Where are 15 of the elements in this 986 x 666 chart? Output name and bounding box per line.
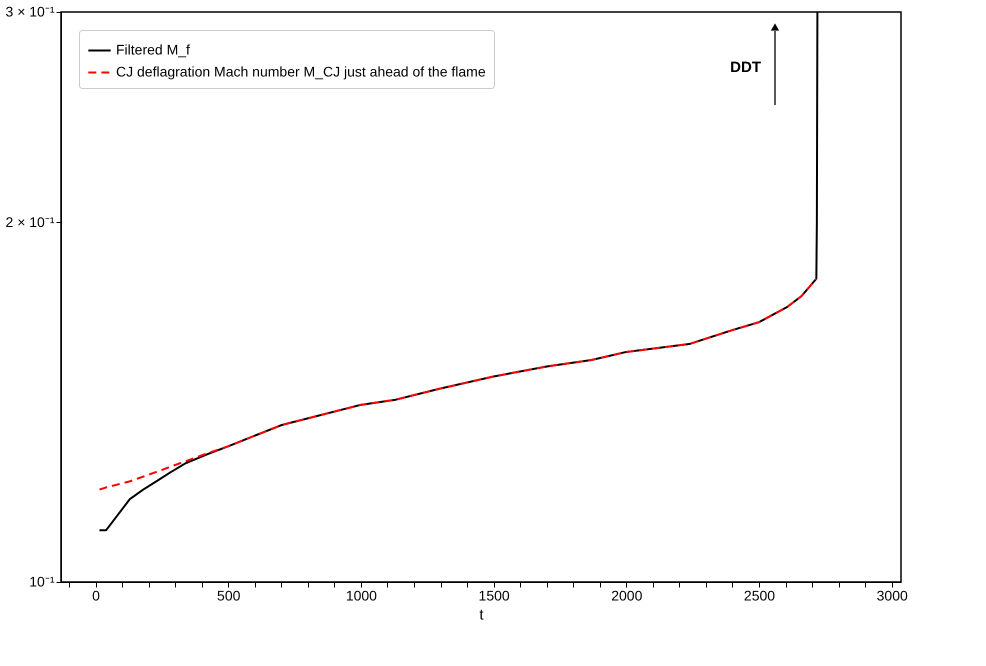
annotation: DDT [730,59,761,76]
x-tick-label: 2000 [611,588,643,604]
x-tick-label: 500 [217,588,241,604]
x-axis-title: t [479,606,484,624]
x-tick-label: 3000 [876,588,908,604]
legend-label: CJ deflagration Mach number M_CJ just ahead of the flame [116,64,486,80]
line-series [98,278,818,491]
legend-label: Filtered M_f [116,42,190,58]
y-tick-label: 3 × 10⁻¹ [6,4,55,20]
y-tick-label: 10⁻¹ [29,574,55,590]
x-tick-label: 2500 [744,588,776,604]
x-tick-label: 0 [92,588,100,604]
y-tick-label: 2 × 10⁻¹ [6,214,55,230]
x-tick-label: 1000 [346,588,378,604]
x-tick-label: 1500 [478,588,510,604]
